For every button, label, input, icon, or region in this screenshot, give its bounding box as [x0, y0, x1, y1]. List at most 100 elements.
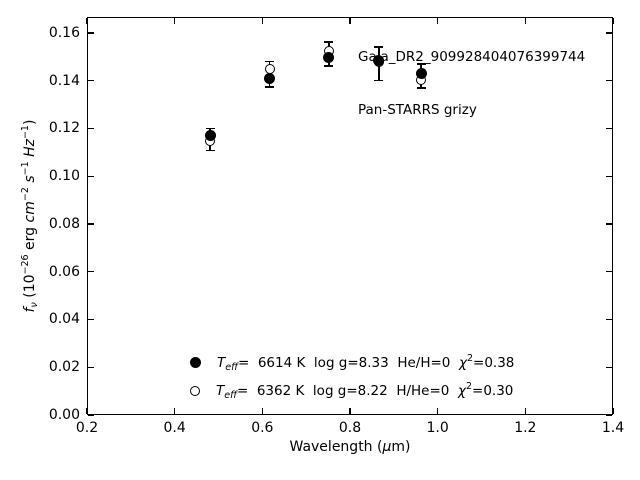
y-tick-right	[606, 32, 612, 34]
y-tick-label: 0.14	[48, 72, 80, 89]
plot-area	[87, 17, 613, 415]
x-axis-label-unit: m)	[391, 439, 411, 455]
exp-1: −1	[20, 161, 31, 176]
y-tick	[88, 32, 94, 34]
x-tick-top	[174, 18, 176, 24]
x-tick-label: 1.4	[601, 420, 625, 436]
y-tick-label: 0.00	[48, 407, 80, 423]
y-label-close: )	[22, 119, 38, 126]
x-tick	[86, 408, 88, 414]
y-tick-label: 0.02	[48, 359, 80, 376]
legend-label-model2: Teff= 6362 K log g=8.22 H/He=0 χ2=0.30	[216, 381, 513, 401]
x-tick	[437, 408, 439, 414]
x-tick	[349, 408, 351, 414]
x-tick-label: 0.8	[338, 420, 362, 436]
y-tick	[88, 414, 94, 416]
x-tick-label: 1.2	[514, 420, 537, 436]
y-tick-label: 0.08	[48, 215, 80, 232]
exp-26: −26	[20, 254, 31, 275]
error-cap-top	[205, 127, 215, 129]
model1-chi2-value: =0.38	[473, 354, 515, 371]
y-axis-label: fν (10−26 erg cm−2 s−1 Hz−1)	[17, 16, 40, 416]
error-cap-bottom	[324, 65, 334, 67]
hz-unit: Hz	[22, 139, 38, 162]
open-circle-icon	[190, 385, 200, 396]
filled-circle-icon	[190, 357, 201, 368]
model2-params: = 6362 K log g=8.22 H/He=0	[236, 382, 458, 399]
filled-circle-marker	[415, 67, 427, 79]
error-cap-top	[324, 41, 334, 43]
y-tick-right	[606, 175, 612, 177]
y-tick-right	[606, 127, 612, 130]
y-tick	[88, 318, 94, 321]
y-label-text: (10	[22, 274, 38, 303]
filled-circle-marker	[373, 55, 385, 67]
teff-subscript: eff	[225, 361, 238, 373]
y-tick	[88, 175, 94, 177]
annotation-survey: Pan-STARRS grizy	[358, 101, 477, 118]
s-unit: s	[22, 175, 38, 188]
x-tick-top	[349, 18, 351, 24]
y-tick-label: 0.10	[48, 168, 80, 185]
y-tick-right	[606, 414, 612, 416]
y-tick-label: 0.04	[48, 311, 80, 328]
mu-symbol: μ	[382, 439, 392, 455]
x-tick-label: 0.2	[75, 420, 99, 436]
cm-unit: cm	[22, 201, 38, 223]
x-tick-top	[612, 18, 614, 24]
x-tick-top	[86, 18, 88, 24]
error-cap-bottom	[416, 87, 426, 89]
annotation-source-id: Gaia_DR2_909928404076399744	[358, 49, 586, 65]
model2-chi2-value: =0.30	[472, 382, 514, 399]
error-cap-bottom	[374, 79, 384, 81]
nu-subscript: ν	[29, 302, 40, 308]
error-cap-bottom	[265, 86, 275, 88]
filled-circle-marker	[204, 130, 216, 142]
y-tick-right	[606, 223, 612, 225]
y-tick-right	[606, 80, 612, 82]
exp-2: −2	[20, 187, 31, 202]
y-tick-right	[606, 271, 612, 273]
teff-subscript: eff	[224, 389, 237, 401]
chi-symbol: χ	[458, 354, 467, 371]
flux-symbol: f	[22, 307, 38, 313]
x-tick-label: 0.6	[251, 420, 274, 436]
y-tick	[88, 366, 94, 368]
filled-circle-marker	[323, 52, 335, 64]
x-tick	[612, 408, 614, 414]
x-tick	[524, 408, 526, 414]
error-cap-bottom	[205, 149, 215, 151]
x-tick-label: 0.4	[163, 420, 186, 436]
y-tick	[88, 223, 94, 225]
y-tick	[88, 271, 94, 273]
error-cap-top	[265, 60, 275, 63]
open-circle-marker	[264, 63, 275, 74]
x-tick-label: 1.0	[426, 420, 449, 436]
x-axis-label: Wavelength (μm)	[250, 438, 450, 456]
chi-superscript: 2	[465, 380, 473, 392]
legend-label-model1: Teff= 6614 K log g=8.33 He/H=0 χ2=0.38	[217, 353, 514, 373]
error-cap-top	[416, 63, 426, 65]
x-tick-top	[524, 18, 526, 24]
legend-row-model1: Teff= 6614 K log g=8.33 He/H=0 χ2=0.38	[190, 353, 514, 373]
y-tick-label: 0.16	[48, 24, 80, 41]
annotation-block: Gaia_DR2_909928404076399744 Pan-STARRS g…	[358, 14, 585, 154]
y-tick-right	[606, 318, 612, 321]
y-tick-label: 0.12	[48, 120, 80, 137]
y-tick-right	[606, 366, 612, 368]
filled-circle-marker	[264, 73, 276, 85]
chi-superscript: 2	[466, 352, 474, 364]
x-tick-top	[437, 18, 439, 24]
x-tick	[261, 408, 263, 414]
exp-1b: −1	[20, 125, 31, 140]
model1-params: = 6614 K log g=8.33 He/H=0	[237, 354, 459, 371]
teff-symbol: T	[217, 354, 226, 371]
y-tick	[88, 80, 94, 82]
error-cap-top	[374, 46, 384, 48]
y-tick-label: 0.06	[48, 263, 80, 280]
x-axis-label-text: Wavelength (	[289, 439, 383, 455]
x-tick-top	[261, 18, 263, 24]
x-tick	[174, 408, 176, 414]
y-tick	[88, 127, 94, 130]
